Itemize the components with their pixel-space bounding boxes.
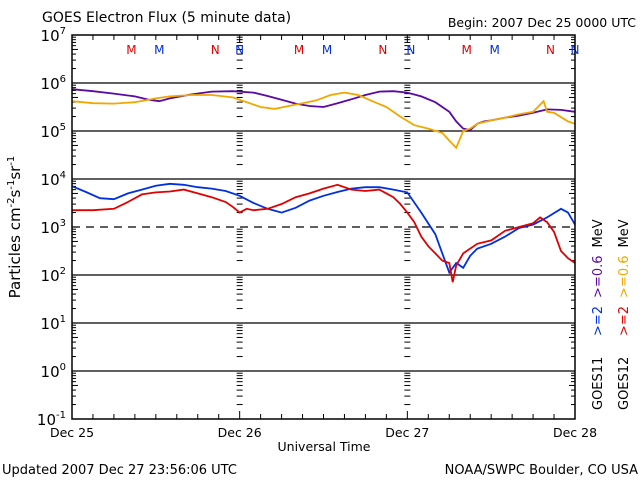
y-tick-label: 101 xyxy=(41,314,66,333)
legend-satellite-label: GOES12 xyxy=(617,357,632,410)
series-line-3 xyxy=(72,183,576,283)
series-line-1 xyxy=(71,91,576,150)
marker-label: M xyxy=(322,43,332,57)
legend-entry: >=2>=0.6MeV xyxy=(591,219,606,336)
data-series xyxy=(71,88,576,283)
x-tick-label: Dec 26 xyxy=(218,425,262,440)
chart-subtitle: Begin: 2007 Dec 25 0000 UTC xyxy=(448,15,636,30)
series-line-0 xyxy=(71,88,576,131)
legend-satellite: GOES12 xyxy=(617,357,632,410)
y-axis-label: Particles cm-2s-1sr-1 xyxy=(6,156,24,299)
x-tick-label: Dec 27 xyxy=(385,425,429,440)
series-line-2 xyxy=(71,182,576,275)
chart-title: GOES Electron Flux (5 minute data) xyxy=(42,10,291,26)
credit-text: NOAA/SWPC Boulder, CO USA xyxy=(445,463,638,478)
x-tick-label: Dec 28 xyxy=(553,425,597,440)
svg-text:Particles cm-2s-1sr-1: Particles cm-2s-1sr-1 xyxy=(6,156,24,299)
y-tick-label: 10-1 xyxy=(37,410,66,429)
marker-label: N xyxy=(378,43,387,57)
legend: >=2>=0.6MeV GOES11 >=2>=0.6MeV GOES12 xyxy=(591,219,632,410)
y-tick-label: 100 xyxy=(41,362,66,381)
y-tick-labels: 107 106 105 104 103 102 101 100 10-1 xyxy=(37,26,66,429)
updated-timestamp: Updated 2007 Dec 27 23:56:06 UTC xyxy=(2,463,237,478)
y-tick-label: 105 xyxy=(41,122,66,141)
marker-label: N xyxy=(546,43,555,57)
marker-label: N xyxy=(406,43,415,57)
legend-column: >=2>=0.6MeV xyxy=(591,219,606,336)
x-tick-labels: Dec 25 Dec 26 Dec 27 Dec 28 xyxy=(50,425,597,440)
y-tick-label: 103 xyxy=(41,218,66,237)
legend-entry: >=2>=0.6MeV xyxy=(617,219,632,336)
marker-label: M xyxy=(154,43,164,57)
y-tick-label: 102 xyxy=(41,266,66,285)
marker-label: M xyxy=(489,43,499,57)
y-tick-label: 107 xyxy=(41,26,66,45)
x-axis-label: Universal Time xyxy=(278,439,371,454)
x-tick-label: Dec 25 xyxy=(50,425,94,440)
plot-frame xyxy=(71,34,576,420)
marker-label: N xyxy=(235,43,244,57)
marker-label: M xyxy=(294,43,304,57)
legend-satellite: GOES11 xyxy=(591,357,606,410)
marker-label: M xyxy=(126,43,136,57)
y-tick-label: 104 xyxy=(41,170,66,189)
marker-label: N xyxy=(211,43,220,57)
marker-label: M xyxy=(462,43,472,57)
y-tick-label: 106 xyxy=(41,74,66,93)
gridlines xyxy=(72,82,575,372)
legend-satellite-label: GOES11 xyxy=(591,357,606,410)
legend-column: >=2>=0.6MeV xyxy=(617,219,632,336)
